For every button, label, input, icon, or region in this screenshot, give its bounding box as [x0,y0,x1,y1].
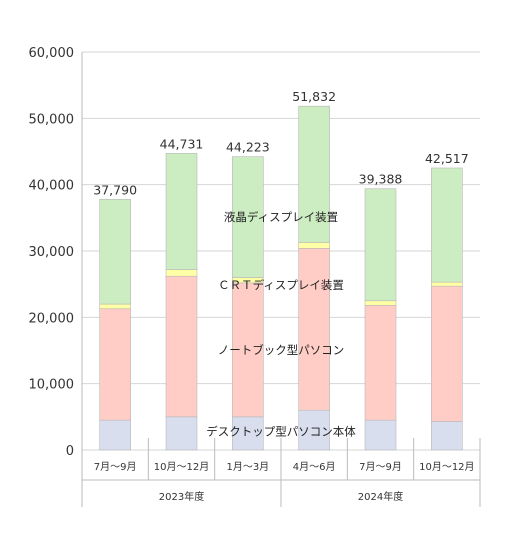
bar-segment [431,421,463,451]
y-tick-label: 40,000 [29,179,75,194]
bar-segment [99,419,131,451]
bar-segment [298,105,330,243]
total-label: 44,223 [226,140,270,155]
group-label: 2024年度 [358,490,403,503]
y-tick-label: 0 [66,444,74,459]
total-label: 42,517 [425,151,469,166]
total-label: 51,832 [292,89,336,104]
bar-segment [298,242,330,249]
bar-segment [364,305,397,421]
y-tick-label: 10,000 [29,378,75,393]
bar-segment [364,188,397,302]
bar-segment [232,156,264,278]
y-tick-label: 20,000 [29,311,75,326]
bar-segment [298,409,330,451]
x-tick-label: 7月～9月 [94,461,137,473]
bar-segment [232,282,264,418]
bar-segment [431,285,463,422]
bar-segment [298,248,330,411]
grid-lines [81,51,481,507]
series-label: ＣＲＴディスプレイ装置 [218,278,344,292]
bars [99,105,463,451]
bar-segment [99,308,131,421]
bar-segment [232,416,264,451]
x-axis-groups: 2023年度 2024年度 [159,490,403,503]
total-labels: 37,790 44,731 44,223 51,832 39,388 42,517 [93,89,468,197]
bar-segment [165,275,198,418]
total-label: 44,731 [160,136,204,151]
bar-segment [165,416,198,451]
y-tick-label: 60,000 [29,46,75,61]
series-label: デスクトップ型パソコン本体 [206,424,356,438]
bar-segment [99,303,131,310]
series-label: ノートブック型パソコン [218,343,345,357]
group-label: 2023年度 [159,490,204,503]
total-label: 37,790 [93,182,137,197]
bar-segment [431,167,463,283]
bar-segment [165,269,198,277]
x-tick-label: 10月～12月 [154,461,209,473]
y-axis-ticks: 0 10,000 20,000 30,000 40,000 50,000 60,000 [29,46,75,459]
y-tick-label: 50,000 [29,112,75,127]
x-axis-ticks: 7月～9月 10月～12月 1月～3月 4月～6月 7月～9月 10月～12月 [94,461,475,473]
bar-segment [364,419,397,451]
bar-segment [99,199,131,305]
y-tick-label: 30,000 [29,245,75,260]
bar-segment [364,300,397,306]
bar-segment [165,152,198,270]
x-tick-label: 1月～3月 [226,461,269,473]
x-tick-label: 4月～6月 [293,461,336,473]
x-tick-label: 10月～12月 [419,461,474,473]
series-label: 液晶ディスプレイ装置 [224,210,338,224]
x-tick-label: 7月～9月 [359,461,402,473]
total-label: 39,388 [359,172,403,187]
bar-segment [431,281,463,287]
